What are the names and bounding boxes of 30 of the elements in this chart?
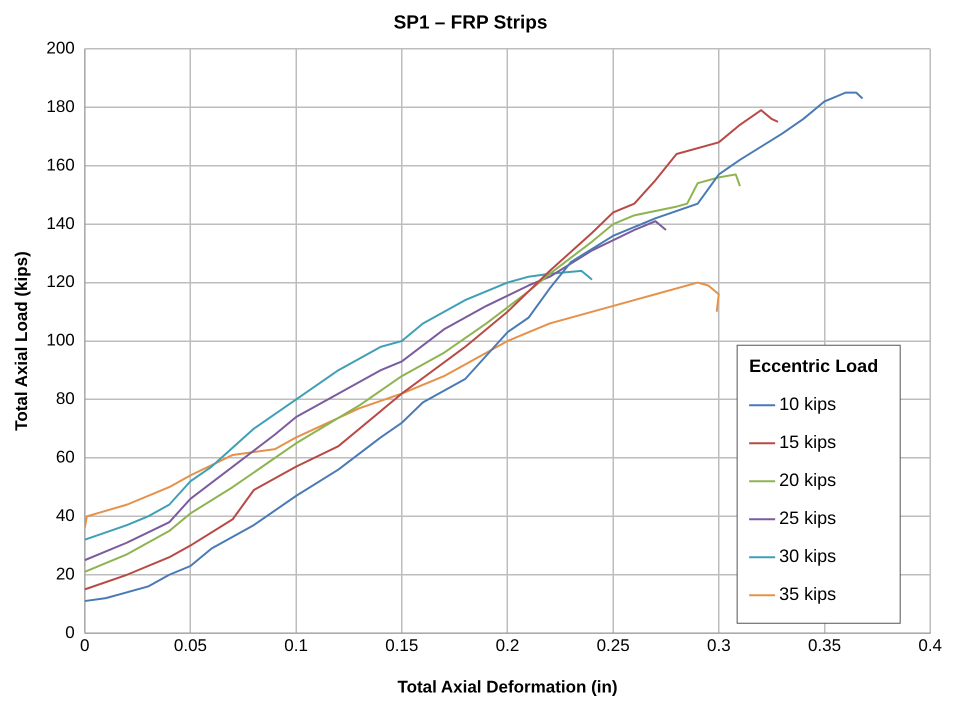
x-tick-label: 0.25 xyxy=(596,636,630,656)
legend-label: 25 kips xyxy=(779,508,836,528)
y-tick-label: 160 xyxy=(46,155,75,174)
y-tick-label: 20 xyxy=(56,564,75,584)
y-tick-label: 200 xyxy=(46,38,75,58)
x-tick-label: 0.2 xyxy=(496,636,520,656)
y-tick-label: 120 xyxy=(46,272,75,292)
y-tick-label: 100 xyxy=(46,330,75,350)
legend-label: 20 kips xyxy=(779,470,836,490)
x-tick-label: 0 xyxy=(80,636,90,656)
x-axis-title: Total Axial Deformation (in) xyxy=(397,677,618,696)
legend-label: 15 kips xyxy=(779,432,836,452)
chart-title: SP1 – FRP Strips xyxy=(394,12,548,34)
y-tick-label: 40 xyxy=(56,506,75,526)
y-tick-label: 60 xyxy=(56,448,75,467)
legend-label: 10 kips xyxy=(779,394,836,414)
x-tick-label: 0.35 xyxy=(808,636,842,656)
y-tick-label: 80 xyxy=(56,389,75,408)
legend-label: 30 kips xyxy=(779,546,836,566)
y-tick-label: 140 xyxy=(46,214,75,233)
legend-label: 35 kips xyxy=(779,584,836,604)
legend-title: Eccentric Load xyxy=(749,356,878,376)
x-tick-label: 0.15 xyxy=(385,636,418,656)
y-tick-label: 180 xyxy=(46,96,75,116)
x-tick-label: 0.3 xyxy=(707,636,731,656)
y-tick-label: 0 xyxy=(65,622,75,642)
x-tick-label: 0.1 xyxy=(284,636,308,656)
y-axis-title: Total Axial Load (kips) xyxy=(12,251,31,431)
x-tick-label: 0.4 xyxy=(918,636,942,656)
x-tick-label: 0.05 xyxy=(174,636,207,656)
